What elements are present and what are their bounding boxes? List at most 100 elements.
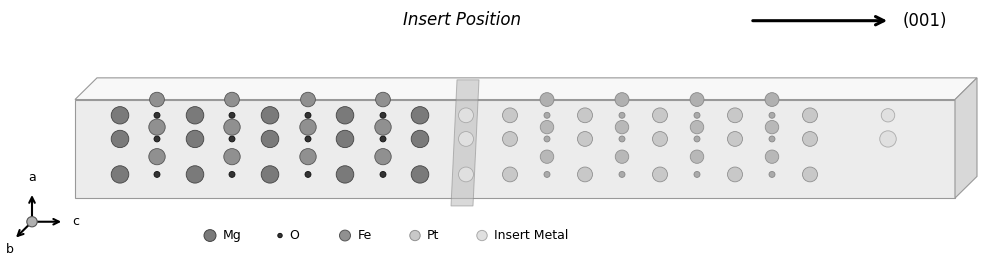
Circle shape bbox=[380, 112, 386, 118]
Circle shape bbox=[300, 119, 316, 135]
Circle shape bbox=[229, 136, 235, 142]
Polygon shape bbox=[75, 78, 977, 99]
Circle shape bbox=[278, 233, 282, 238]
Circle shape bbox=[154, 136, 160, 142]
Circle shape bbox=[728, 167, 742, 182]
Circle shape bbox=[544, 112, 550, 118]
Circle shape bbox=[27, 217, 37, 227]
Circle shape bbox=[336, 130, 354, 148]
Text: Insert Metal: Insert Metal bbox=[494, 229, 569, 242]
Circle shape bbox=[224, 149, 240, 165]
Circle shape bbox=[229, 112, 235, 118]
Text: Fe: Fe bbox=[358, 229, 372, 242]
Circle shape bbox=[765, 150, 779, 163]
Circle shape bbox=[769, 136, 775, 142]
Text: Pt: Pt bbox=[427, 229, 440, 242]
Circle shape bbox=[652, 132, 668, 146]
Text: O: O bbox=[289, 229, 299, 242]
Circle shape bbox=[458, 108, 474, 123]
Circle shape bbox=[652, 167, 668, 182]
Circle shape bbox=[186, 166, 204, 183]
Circle shape bbox=[769, 112, 775, 118]
Circle shape bbox=[261, 130, 279, 148]
Circle shape bbox=[186, 107, 204, 124]
Circle shape bbox=[204, 230, 216, 241]
Text: (001): (001) bbox=[903, 12, 947, 30]
Circle shape bbox=[411, 130, 429, 148]
Circle shape bbox=[540, 93, 554, 106]
Circle shape bbox=[690, 120, 704, 134]
Circle shape bbox=[615, 120, 629, 134]
Circle shape bbox=[652, 108, 668, 123]
Circle shape bbox=[225, 92, 239, 107]
Circle shape bbox=[261, 166, 279, 183]
Circle shape bbox=[502, 132, 518, 146]
Circle shape bbox=[477, 231, 487, 241]
Circle shape bbox=[458, 167, 474, 182]
Circle shape bbox=[619, 112, 625, 118]
Circle shape bbox=[619, 171, 625, 177]
Circle shape bbox=[154, 112, 160, 118]
Circle shape bbox=[619, 136, 625, 142]
Circle shape bbox=[881, 109, 895, 122]
Circle shape bbox=[340, 230, 351, 241]
Circle shape bbox=[380, 136, 386, 142]
Circle shape bbox=[229, 171, 235, 177]
Circle shape bbox=[376, 92, 390, 107]
Circle shape bbox=[765, 120, 779, 134]
Circle shape bbox=[694, 112, 700, 118]
Circle shape bbox=[694, 171, 700, 177]
Circle shape bbox=[578, 167, 592, 182]
Circle shape bbox=[149, 119, 165, 135]
Circle shape bbox=[380, 171, 386, 177]
Circle shape bbox=[690, 93, 704, 106]
Circle shape bbox=[305, 136, 311, 142]
Circle shape bbox=[186, 130, 204, 148]
Circle shape bbox=[111, 166, 129, 183]
Text: Insert Position: Insert Position bbox=[403, 11, 521, 29]
Circle shape bbox=[149, 149, 165, 165]
Circle shape bbox=[300, 149, 316, 165]
Polygon shape bbox=[955, 78, 977, 198]
Circle shape bbox=[411, 107, 429, 124]
Circle shape bbox=[458, 132, 474, 146]
Circle shape bbox=[150, 92, 164, 107]
Circle shape bbox=[544, 136, 550, 142]
Circle shape bbox=[765, 93, 779, 106]
Circle shape bbox=[411, 166, 429, 183]
Circle shape bbox=[410, 231, 420, 241]
Circle shape bbox=[544, 171, 550, 177]
Circle shape bbox=[615, 150, 629, 163]
Text: c: c bbox=[72, 215, 79, 228]
Circle shape bbox=[502, 167, 518, 182]
Circle shape bbox=[154, 171, 160, 177]
Text: b: b bbox=[6, 243, 14, 256]
Circle shape bbox=[728, 132, 742, 146]
Circle shape bbox=[336, 166, 354, 183]
Circle shape bbox=[540, 120, 554, 134]
Text: a: a bbox=[28, 171, 36, 184]
Circle shape bbox=[578, 132, 592, 146]
Circle shape bbox=[769, 171, 775, 177]
Polygon shape bbox=[451, 80, 479, 206]
Polygon shape bbox=[75, 99, 955, 198]
Circle shape bbox=[305, 112, 311, 118]
Circle shape bbox=[578, 108, 592, 123]
Text: Mg: Mg bbox=[223, 229, 242, 242]
Circle shape bbox=[301, 92, 315, 107]
Circle shape bbox=[111, 107, 129, 124]
Circle shape bbox=[802, 108, 818, 123]
Circle shape bbox=[802, 132, 818, 146]
Circle shape bbox=[375, 149, 391, 165]
Circle shape bbox=[111, 130, 129, 148]
Circle shape bbox=[540, 150, 554, 163]
Circle shape bbox=[802, 167, 818, 182]
Circle shape bbox=[728, 108, 742, 123]
Circle shape bbox=[880, 131, 896, 147]
Circle shape bbox=[615, 93, 629, 106]
Circle shape bbox=[375, 119, 391, 135]
Circle shape bbox=[224, 119, 240, 135]
Circle shape bbox=[502, 108, 518, 123]
Circle shape bbox=[690, 150, 704, 163]
Circle shape bbox=[305, 171, 311, 177]
